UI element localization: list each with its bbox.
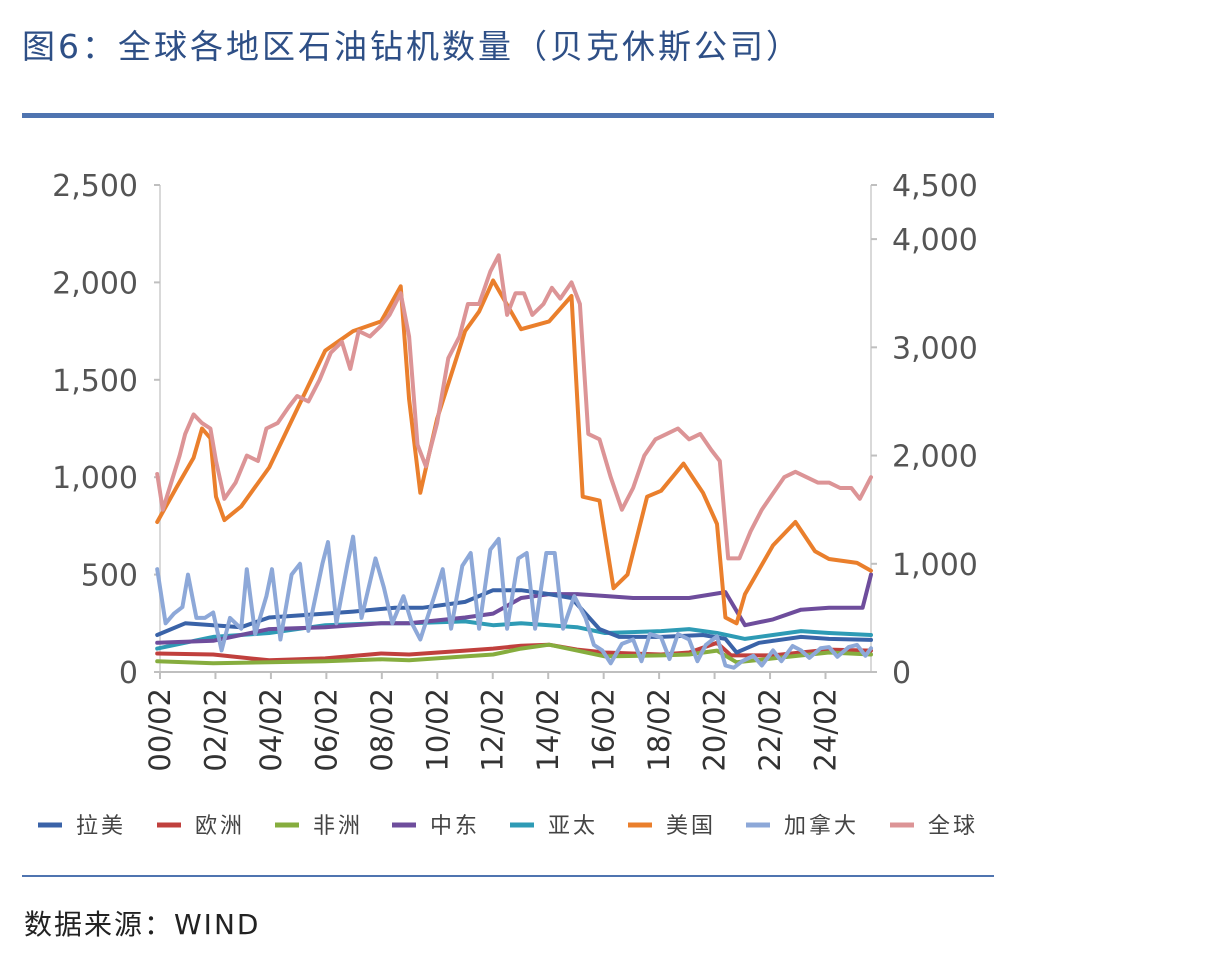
left-axis-ticks: 0 500 1,000 1,500 2,000 2,500	[52, 169, 160, 691]
x-axis-tick-label: 06/02	[309, 688, 343, 772]
series-line-全球	[155, 253, 873, 561]
series-line-中东	[155, 572, 873, 645]
right-axis-tick-label: 4,500	[892, 169, 978, 204]
x-axis-ticks: 00/02 02/02 04/02 06/02 08/02 10/02 12/02 14/02…	[143, 672, 842, 772]
source-note: 数据来源：WIND	[24, 908, 261, 941]
right-axis-tick-label: 1,000	[892, 548, 978, 583]
series-line-非洲	[155, 642, 873, 666]
legend-label: 美国	[666, 814, 716, 839]
legend-label: 亚太	[548, 814, 598, 839]
right-axis-tick-label: 3,000	[892, 331, 978, 366]
series-line-加拿大	[155, 534, 873, 670]
source-rule	[22, 875, 994, 877]
x-axis-tick-label: 16/02	[587, 688, 621, 772]
legend-label: 非洲	[313, 814, 363, 839]
right-axis-tick-label: 2,000	[892, 440, 978, 475]
x-axis-tick-label: 04/02	[254, 688, 288, 772]
figure-title: 图6：全球各地区石油钻机数量（贝克休斯公司）	[22, 27, 802, 66]
x-axis-tick-label: 02/02	[198, 688, 232, 772]
left-axis-tick-label: 0	[119, 656, 138, 691]
legend-label: 全球	[928, 814, 978, 839]
x-axis-tick-label: 22/02	[753, 688, 787, 772]
left-axis-tick-label: 500	[81, 559, 138, 594]
x-axis-tick-label: 20/02	[698, 688, 732, 772]
left-axis-tick-label: 1,500	[52, 364, 138, 399]
left-axis-tick-label: 2,000	[52, 266, 138, 301]
legend-label: 加拿大	[784, 813, 859, 839]
right-axis-tick-label: 4,000	[892, 223, 978, 258]
oil-rig-count-chart: 0 500 1,000 1,500 2,000 2,500 0 1,000 2,000 3,00…	[38, 169, 978, 839]
series-line-拉美	[155, 588, 873, 655]
series-line-美国	[155, 278, 873, 626]
legend-label: 欧洲	[195, 814, 245, 839]
x-axis-tick-label: 12/02	[476, 688, 510, 772]
x-axis-tick-label: 08/02	[365, 688, 399, 772]
left-axis-tick-label: 2,500	[52, 169, 138, 204]
series-lines	[155, 253, 873, 670]
x-axis-tick-label: 00/02	[143, 688, 177, 772]
right-axis-tick-label: 0	[892, 656, 911, 691]
legend-label: 中东	[430, 814, 480, 839]
legend: 拉美 欧洲 非洲 中东 亚太 美国 加拿大 全球	[38, 813, 978, 839]
x-axis-tick-label: 10/02	[420, 688, 454, 772]
left-axis-tick-label: 1,000	[52, 461, 138, 496]
x-axis-tick-label: 24/02	[808, 688, 842, 772]
right-axis-ticks: 0 1,000 2,000 3,000 4,000 4,500	[871, 169, 978, 691]
x-axis-tick-label: 18/02	[642, 688, 676, 772]
title-rule	[22, 113, 994, 118]
x-axis-tick-label: 14/02	[531, 688, 565, 772]
legend-label: 拉美	[76, 814, 126, 839]
